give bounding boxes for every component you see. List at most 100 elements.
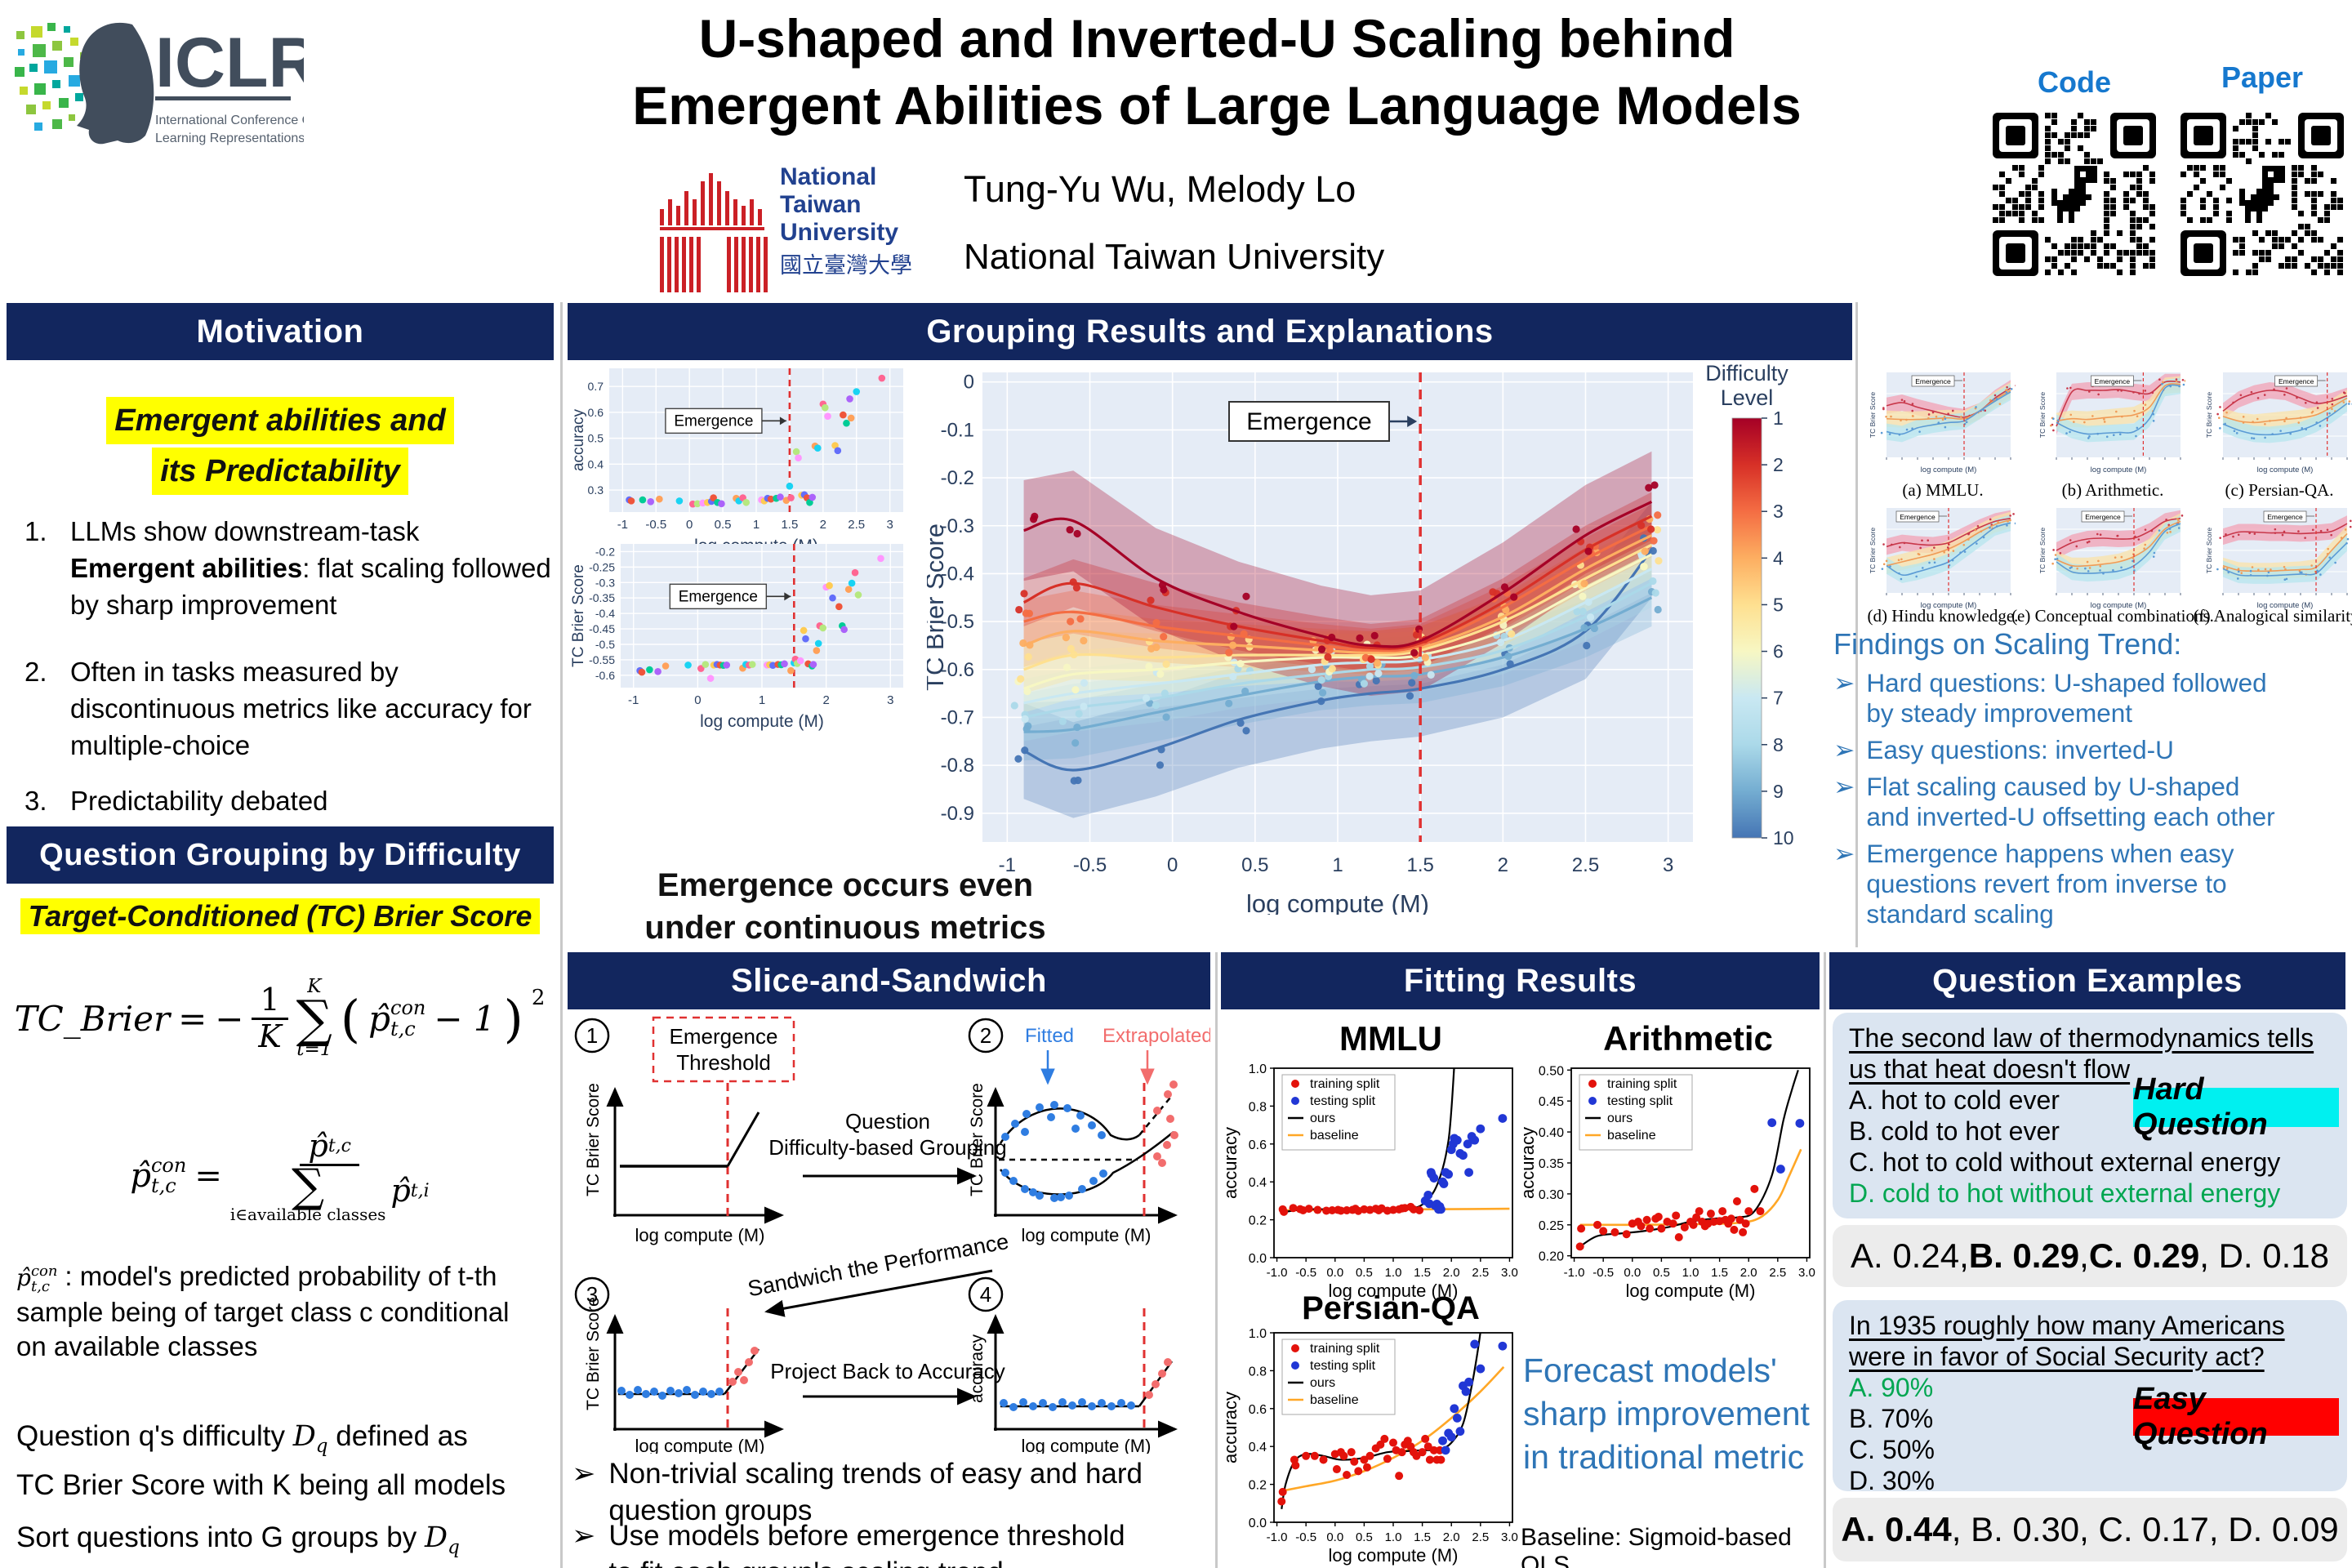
motivation-highlight: Emergent abilities and its Predictabilit…	[7, 397, 554, 495]
svg-text:Extrapolated: Extrapolated	[1102, 1025, 1210, 1047]
svg-text:1.5: 1.5	[1414, 1530, 1431, 1544]
svg-text:-0.5: -0.5	[595, 638, 615, 651]
sort-note: Sort questions into G groups by Dq	[16, 1521, 460, 1558]
accuracy-scatter-chart: -1 -0.5 0 0.5 1 1.5 2 2.5 3 0.3 0.4 0.5 0.6 0.7 Emerge…	[572, 368, 903, 555]
svg-text:-1.0: -1.0	[1267, 1266, 1288, 1280]
section-header-grouping-results: Grouping Results and Explanations	[568, 303, 1852, 360]
svg-text:TC Brier Score: TC Brier Score	[1869, 392, 1877, 438]
poster-title: U-shaped and Inverted-U Scaling behind E…	[632, 8, 1802, 136]
fit-title-mmlu: MMLU	[1339, 1019, 1442, 1058]
svg-text:-0.9: -0.9	[941, 803, 974, 825]
svg-text:2.0: 2.0	[1443, 1266, 1460, 1280]
svg-text:0.4: 0.4	[1249, 1176, 1267, 1190]
easy-question-card: In 1935 roughly how many Americans were …	[1833, 1300, 2347, 1495]
svg-text:Emergence: Emergence	[679, 588, 758, 605]
authors: Tung-Yu Wu, Melody Lo	[964, 168, 1356, 210]
svg-text:1.0: 1.0	[1249, 1327, 1267, 1341]
easy-question-probs: A. 0.44, B. 0.30, C. 0.17, D. 0.09	[1833, 1498, 2347, 1561]
svg-text:2.5: 2.5	[848, 518, 865, 532]
section-header-fitting-results: Fitting Results	[1221, 952, 1820, 1009]
divider-bottom-1	[1215, 952, 1218, 1568]
svg-text:1: 1	[1773, 408, 1784, 429]
svg-text:2.5: 2.5	[1472, 1266, 1489, 1280]
main-difficulty-chart: 0 -0.1 -0.2 -0.3 -0.4 -0.5 -0.6 -0.7 -0.8 -0.9 -1 -…	[927, 361, 1794, 915]
svg-text:1.5: 1.5	[1414, 1266, 1431, 1280]
svg-text:0.5: 0.5	[1356, 1530, 1373, 1544]
svg-text:3.0: 3.0	[1501, 1266, 1518, 1280]
qr-code-code	[1993, 113, 2156, 276]
paper-link-label[interactable]: Paper	[2221, 60, 2304, 94]
continuous-metrics-caption: Emergence occurs even under continuous m…	[644, 867, 1046, 946]
svg-text:log compute (M): log compute (M)	[700, 712, 824, 731]
subplot-analogical: Emergence log compute (M) TC Brier Score	[2205, 508, 2352, 610]
svg-text:3.0: 3.0	[1501, 1530, 1518, 1544]
svg-text:accuracy: accuracy	[968, 1334, 987, 1403]
svg-text:baseline: baseline	[1310, 1393, 1359, 1407]
svg-text:2: 2	[1498, 854, 1508, 876]
svg-text:log compute (M): log compute (M)	[1329, 1545, 1459, 1566]
svg-text:0.7: 0.7	[588, 380, 604, 393]
svg-text:8: 8	[1773, 734, 1784, 755]
svg-text:3: 3	[1663, 854, 1673, 876]
svg-text:-0.5: -0.5	[645, 518, 666, 532]
svg-text:-0.5: -0.5	[1295, 1530, 1316, 1544]
svg-text:1.0: 1.0	[1249, 1062, 1267, 1076]
svg-text:1.0: 1.0	[1385, 1266, 1402, 1280]
svg-text:-0.4: -0.4	[941, 563, 974, 585]
svg-text:4: 4	[1773, 547, 1784, 568]
svg-text:testing split: testing split	[1310, 1094, 1376, 1108]
svg-text:3.0: 3.0	[1798, 1266, 1815, 1280]
svg-text:log compute (M): log compute (M)	[1022, 1225, 1152, 1245]
svg-text:log compute (M): log compute (M)	[2091, 601, 2147, 610]
section-header-question-grouping: Question Grouping by Difficulty	[7, 826, 554, 884]
svg-text:0.2: 0.2	[1249, 1479, 1267, 1493]
svg-text:TC Brier Score: TC Brier Score	[2038, 528, 2047, 573]
svg-text:0: 0	[1167, 854, 1178, 876]
svg-text:Emergence: Emergence	[1915, 377, 1951, 385]
svg-text:Emergence: Emergence	[2085, 513, 2121, 521]
svg-text:-1: -1	[999, 854, 1016, 876]
code-link-label[interactable]: Code	[2038, 65, 2111, 99]
svg-text:0.2: 0.2	[1249, 1214, 1267, 1228]
svg-text:Emergence: Emergence	[2278, 377, 2314, 385]
svg-text:log compute (M): log compute (M)	[1246, 889, 1429, 915]
pcon-formula: p̂ con t,c = p̂ t,c ∑ i∈available classes p̂…	[130, 1127, 430, 1225]
svg-text:0.6: 0.6	[588, 406, 604, 419]
subplot-hindu: Emergence log compute (M) TC Brier Score	[1869, 508, 2016, 610]
svg-text:0.50: 0.50	[1539, 1064, 1564, 1078]
fit-chart-arithmetic: 0.20 0.25 0.30 0.35 0.40 0.45 0.50 -1.0 -0.5 0.0 0…	[1521, 1064, 1815, 1301]
svg-text:-0.5: -0.5	[1073, 854, 1107, 876]
svg-text:0.5: 0.5	[588, 432, 604, 445]
svg-text:log compute (M): log compute (M)	[1921, 601, 1977, 610]
svg-text:3: 3	[586, 1282, 598, 1307]
svg-text:TC Brier Score: TC Brier Score	[584, 1083, 603, 1196]
svg-text:baseline: baseline	[1607, 1129, 1656, 1143]
svg-text:-0.8: -0.8	[941, 755, 974, 777]
svg-text:2.5: 2.5	[1472, 1530, 1489, 1544]
svg-text:-0.5: -0.5	[1592, 1266, 1614, 1280]
iclr-logo: ICLR International Conference On Learnin…	[15, 22, 304, 145]
findings-title: Findings on Scaling Trend:	[1833, 627, 2182, 661]
subplot-mmlu: Emergence log compute (M) TC Brier Score	[1869, 372, 2016, 474]
svg-text:0: 0	[686, 518, 693, 532]
svg-text:-0.2: -0.2	[941, 467, 974, 489]
subplot-caption-f: (f) Analogical similarity.	[2193, 606, 2352, 626]
brier-scatter-chart: -1 0 1 2 3 -0.2 -0.25 -0.3 -0.35 -0.4 -0.45 -0.5 -0.…	[572, 544, 903, 731]
svg-text:0.0: 0.0	[1326, 1266, 1343, 1280]
findings-list: Findings on Scaling Trend: ➢ Hard questio…	[1833, 627, 2346, 929]
svg-text:Question: Question	[845, 1109, 930, 1134]
svg-text:Emergence: Emergence	[674, 412, 753, 430]
svg-text:ours: ours	[1310, 1376, 1335, 1390]
svg-text:TC Brier Score: TC Brier Score	[584, 1297, 603, 1410]
svg-text:-0.6: -0.6	[941, 659, 974, 681]
svg-text:accuracy: accuracy	[1223, 1392, 1241, 1463]
forecast-note: Forecast models' sharp improvement in tr…	[1523, 1352, 1810, 1476]
svg-text:2.0: 2.0	[1443, 1530, 1460, 1544]
svg-text:0.6: 0.6	[1249, 1138, 1267, 1152]
svg-text:-1.0: -1.0	[1564, 1266, 1585, 1280]
svg-text:0.5: 0.5	[1356, 1266, 1373, 1280]
svg-text:log compute (M): log compute (M)	[2257, 601, 2314, 610]
svg-text:2.5: 2.5	[1572, 854, 1599, 876]
iclr-sub2: Learning Representations	[155, 131, 304, 145]
